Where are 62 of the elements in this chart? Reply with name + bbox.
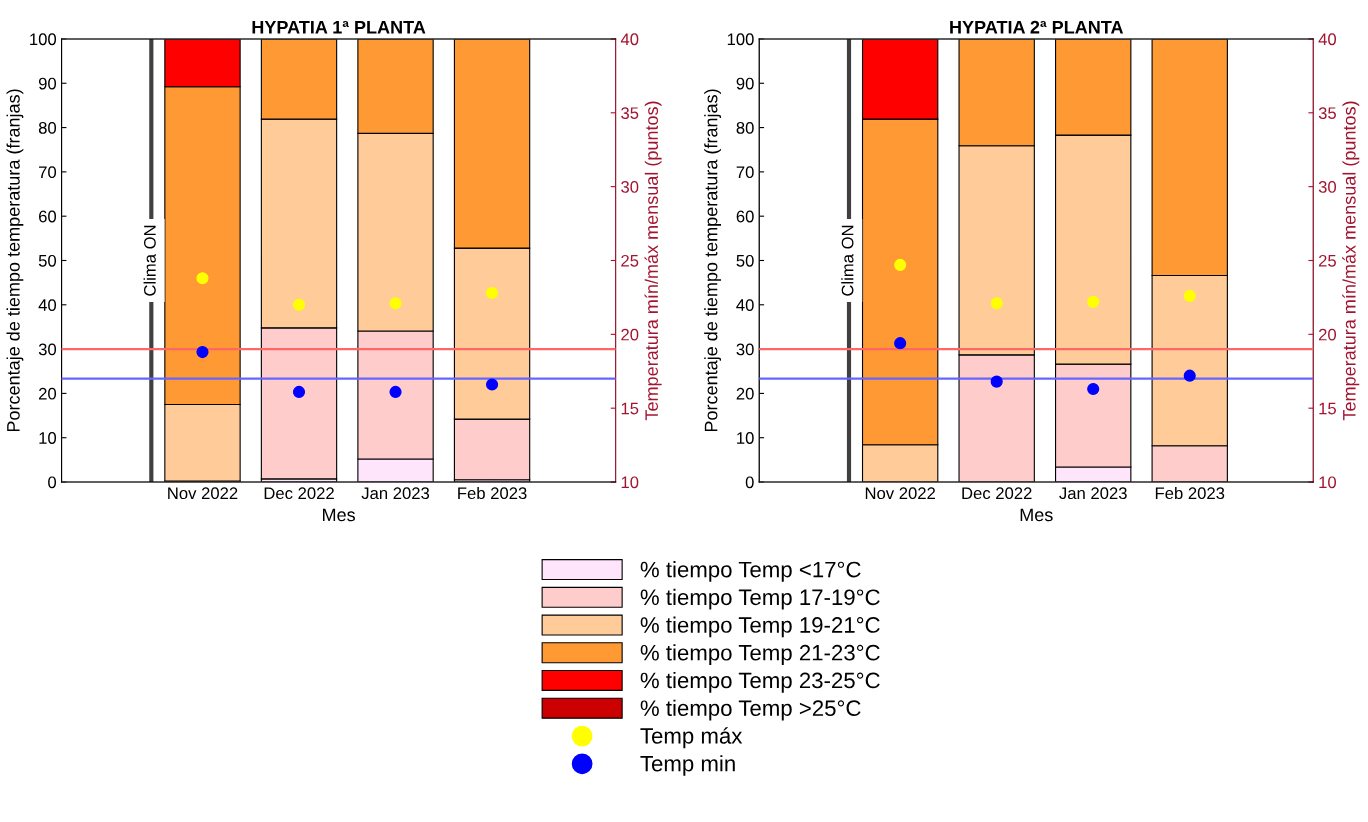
y-tick-label: 70: [39, 166, 57, 179]
y-tick-label: 100: [727, 33, 754, 46]
annotation: Clima ON: [841, 225, 854, 296]
annotation: Clima ON: [143, 225, 156, 296]
y2-tick-label: 20: [621, 328, 639, 341]
y-tick-label: 50: [736, 254, 754, 267]
y-tick-label: 80: [38, 121, 57, 134]
y2-tick-label: 35: [1318, 107, 1336, 120]
y2-tick-label: 10: [621, 476, 639, 489]
y-tick-label: 50: [38, 254, 57, 267]
x-tick-label: Dec 2022: [962, 487, 1032, 500]
x-tick-label: Jan 2023: [361, 487, 430, 500]
y-tick-label: 40: [736, 299, 754, 311]
x-axis-title: Mes: [1020, 508, 1053, 522]
y2-tick-label: 30: [621, 181, 639, 193]
y2-axis-title: Temperatura mín/máx mensual (puntos): [1342, 101, 1360, 421]
legend-label: Temp min: [640, 755, 735, 776]
y-tick-label: 60: [39, 210, 57, 223]
legend-label: % tiempo Temp 23-25°C: [640, 671, 880, 693]
y-axis-title: Porcentaje de tiempo temperatura (franjas): [6, 89, 24, 432]
y2-tick-label: 15: [621, 402, 639, 415]
legend-label: % tiempo Temp 19-21°C: [640, 616, 880, 638]
y-axis-title: Porcentaje de tiempo temperatura (franjas): [704, 89, 722, 432]
y2-tick-label: 30: [1318, 181, 1337, 193]
x-tick-label: Feb 2023: [1155, 486, 1225, 500]
legend-label: % tiempo Temp >25°C: [640, 699, 861, 721]
y-tick-label: 20: [736, 387, 754, 400]
legend-label: Temp máx: [640, 727, 743, 749]
y2-tick-label: 35: [621, 107, 639, 120]
y-tick-label: 60: [736, 210, 754, 223]
legend-label: % tiempo Temp 17-19°C: [640, 588, 880, 610]
x-tick-label: Jan 2023: [1059, 487, 1127, 500]
y-tick-label: 0: [745, 476, 754, 489]
y2-axis-title: Temperatura mín/máx mensual (puntos): [644, 101, 662, 421]
y-tick-label: 70: [736, 166, 754, 179]
y2-tick-label: 25: [621, 254, 639, 267]
y-tick-label: 30: [736, 343, 754, 356]
x-axis-title: Mes: [323, 508, 355, 522]
y2-tick-label: 20: [1318, 328, 1337, 341]
y2-tick-label: 15: [1319, 402, 1336, 415]
legend-label: % tiempo Temp <17°C: [640, 561, 861, 582]
y2-tick-label: 40: [620, 33, 639, 46]
y-tick-label: 40: [38, 299, 57, 311]
y-tick-label: 10: [737, 432, 754, 444]
y2-tick-label: 25: [1318, 254, 1336, 267]
y2-tick-label: 10: [1319, 476, 1337, 489]
chart-title: HYPATIA 2ª PLANTA: [950, 20, 1124, 34]
x-tick-label: Dec 2022: [264, 487, 334, 500]
y-tick-label: 90: [38, 77, 57, 90]
y-tick-label: 20: [39, 387, 57, 400]
legend-label: % tiempo Temp 21-23°C: [640, 644, 880, 665]
chart-title: HYPATIA 1ª PLANTA: [252, 20, 426, 34]
y2-tick-label: 40: [1318, 33, 1337, 46]
y-tick-label: 80: [736, 121, 754, 134]
x-tick-label: Feb 2023: [458, 486, 527, 500]
y-tick-label: 0: [48, 476, 57, 489]
y-tick-label: 90: [736, 77, 754, 90]
y-tick-label: 100: [30, 33, 57, 46]
y-tick-label: 10: [39, 432, 57, 444]
x-tick-label: Nov 2022: [168, 487, 238, 500]
x-tick-label: Nov 2022: [865, 487, 935, 500]
y-tick-label: 30: [38, 343, 57, 356]
